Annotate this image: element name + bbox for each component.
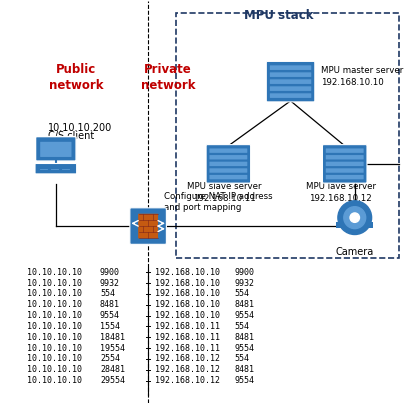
Text: Private
network: Private network (141, 63, 196, 92)
Text: 9554: 9554 (234, 376, 254, 385)
FancyBboxPatch shape (35, 164, 77, 174)
FancyBboxPatch shape (270, 93, 311, 98)
FancyBboxPatch shape (270, 72, 311, 77)
Text: 192.168.10.10: 192.168.10.10 (155, 268, 220, 277)
Text: 18481: 18481 (100, 333, 125, 342)
Text: 192.168.10.10: 192.168.10.10 (155, 300, 220, 309)
Text: 192.168.10.12: 192.168.10.12 (155, 354, 220, 363)
FancyBboxPatch shape (326, 175, 364, 179)
Text: 192.168.10.12: 192.168.10.12 (155, 376, 220, 385)
Text: 2554: 2554 (100, 354, 120, 363)
FancyBboxPatch shape (322, 145, 367, 183)
Text: 9900: 9900 (100, 268, 120, 277)
Text: 10.10.10.10: 10.10.10.10 (27, 322, 82, 331)
Text: 10.10.10.10: 10.10.10.10 (27, 343, 82, 353)
Text: 9932: 9932 (100, 278, 120, 288)
Text: 28481: 28481 (100, 365, 125, 374)
Text: 10.10.10.10: 10.10.10.10 (27, 365, 82, 374)
Text: 9900: 9900 (234, 268, 254, 277)
Text: MPU slave server
192.168.10.11: MPU slave server 192.168.10.11 (187, 182, 261, 203)
FancyBboxPatch shape (209, 162, 247, 166)
Text: 554: 554 (234, 354, 249, 363)
Text: 10.10.10.10: 10.10.10.10 (27, 354, 82, 363)
FancyBboxPatch shape (270, 65, 311, 70)
FancyBboxPatch shape (138, 214, 158, 238)
Text: 8481: 8481 (234, 300, 254, 309)
FancyBboxPatch shape (35, 137, 76, 161)
FancyBboxPatch shape (266, 61, 315, 102)
Text: Camera: Camera (336, 247, 374, 257)
Text: 192.168.10.10: 192.168.10.10 (155, 311, 220, 320)
Text: 10.10.10.10: 10.10.10.10 (27, 333, 82, 342)
FancyBboxPatch shape (206, 145, 251, 183)
Text: C/S client: C/S client (48, 131, 94, 141)
FancyBboxPatch shape (326, 148, 364, 153)
FancyBboxPatch shape (326, 162, 364, 166)
Text: MPU lave server
192.168.10.12: MPU lave server 192.168.10.12 (306, 182, 376, 203)
Text: 8481: 8481 (234, 333, 254, 342)
FancyBboxPatch shape (209, 148, 247, 153)
FancyBboxPatch shape (209, 175, 247, 179)
Text: 10.10.10.10: 10.10.10.10 (27, 278, 82, 288)
Text: 192.168.10.11: 192.168.10.11 (155, 322, 220, 331)
Text: 192.168.10.11: 192.168.10.11 (155, 333, 220, 342)
FancyBboxPatch shape (130, 208, 166, 244)
Text: 554: 554 (100, 289, 115, 299)
Text: 192.168.10.11: 192.168.10.11 (155, 343, 220, 353)
FancyBboxPatch shape (270, 79, 311, 84)
Text: 10.10.10.10: 10.10.10.10 (27, 311, 82, 320)
Text: 8481: 8481 (100, 300, 120, 309)
FancyBboxPatch shape (40, 142, 71, 157)
Text: 19554: 19554 (100, 343, 125, 353)
Text: 192.168.10.10: 192.168.10.10 (155, 278, 220, 288)
Text: 554: 554 (234, 289, 249, 299)
Text: 10.10.10.200: 10.10.10.200 (48, 123, 112, 133)
Circle shape (338, 201, 372, 234)
Text: MPU stack: MPU stack (244, 9, 313, 22)
FancyBboxPatch shape (209, 155, 247, 160)
Text: 9554: 9554 (100, 311, 120, 320)
FancyBboxPatch shape (326, 168, 364, 173)
FancyBboxPatch shape (209, 168, 247, 173)
Text: 10.10.10.10: 10.10.10.10 (27, 300, 82, 309)
Text: MPU master server
192.168.10.10: MPU master server 192.168.10.10 (321, 66, 403, 87)
Text: 192.168.10.10: 192.168.10.10 (155, 289, 220, 299)
Text: 554: 554 (234, 322, 249, 331)
Circle shape (344, 207, 366, 229)
Text: 10.10.10.10: 10.10.10.10 (27, 376, 82, 385)
FancyBboxPatch shape (326, 155, 364, 160)
Text: 9554: 9554 (234, 311, 254, 320)
Text: 9554: 9554 (234, 343, 254, 353)
FancyBboxPatch shape (270, 86, 311, 91)
Text: 10.10.10.10: 10.10.10.10 (27, 289, 82, 299)
Text: 1554: 1554 (100, 322, 120, 331)
Text: 8481: 8481 (234, 365, 254, 374)
Text: Configure NAT IP address
and port mapping: Configure NAT IP address and port mappin… (164, 192, 273, 212)
Text: 192.168.10.12: 192.168.10.12 (155, 365, 220, 374)
Text: 29554: 29554 (100, 376, 125, 385)
Text: Public
network: Public network (49, 63, 103, 92)
Text: 10.10.10.10: 10.10.10.10 (27, 268, 82, 277)
FancyBboxPatch shape (336, 222, 373, 228)
Circle shape (350, 213, 359, 222)
Text: 9932: 9932 (234, 278, 254, 288)
